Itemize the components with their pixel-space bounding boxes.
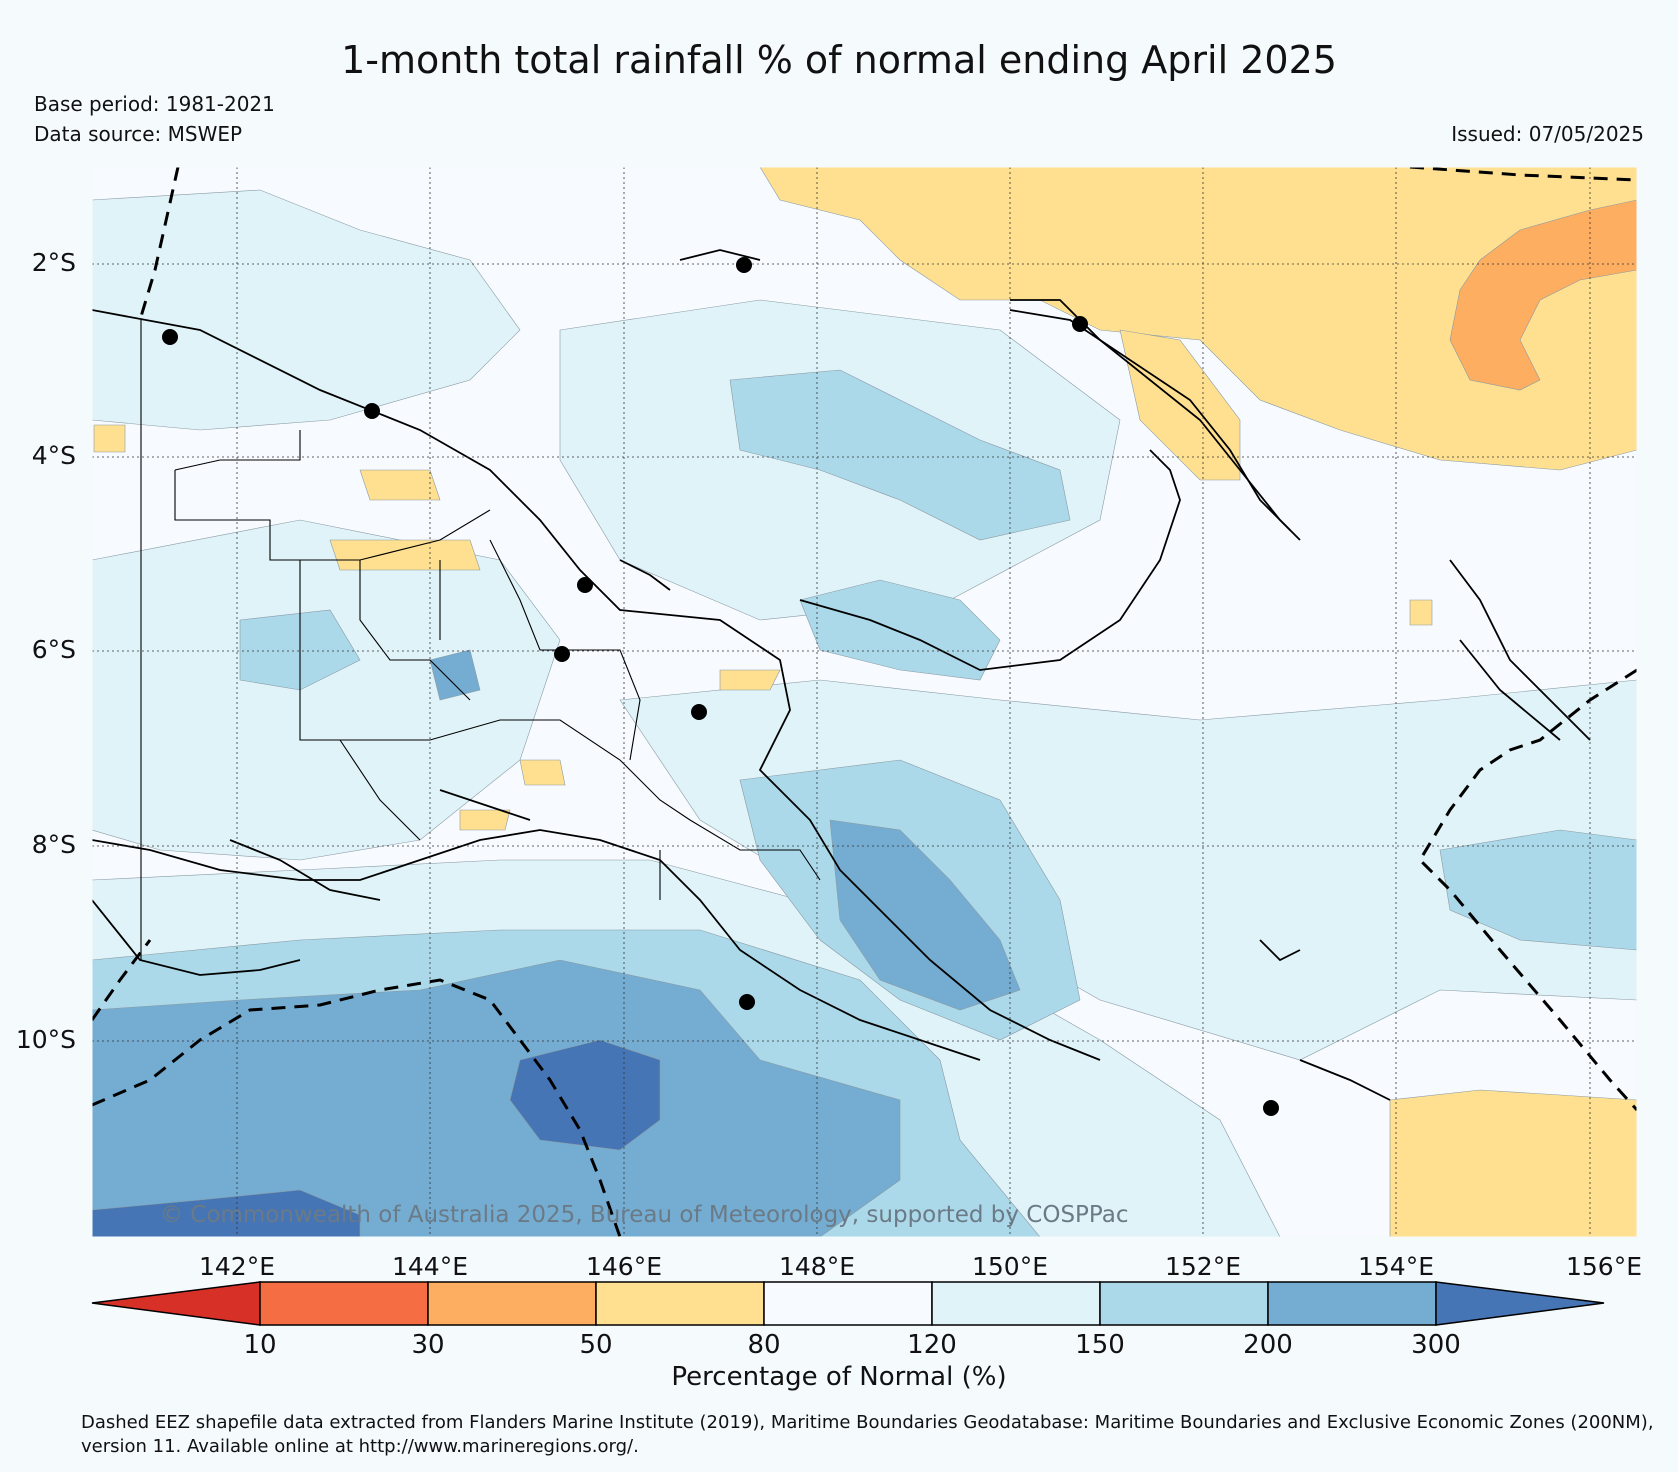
- lon-label: 152°E: [1164, 1252, 1242, 1281]
- city-marker: [554, 646, 570, 662]
- above-normal-200-300-regions: [92, 649, 1021, 1237]
- lat-label: 8°S: [31, 830, 76, 859]
- base-period: Base period: 1981-2021: [34, 92, 275, 116]
- colorbar-segment-below-10: [91, 1281, 261, 1326]
- colorbar-label: Percentage of Normal (%): [671, 1362, 1007, 1392]
- map-title: 1-month total rainfall % of normal endin…: [341, 38, 1337, 82]
- city-marker: [364, 403, 380, 419]
- city-marker: [577, 577, 593, 593]
- colorbar-segment-200-300: [1267, 1281, 1437, 1326]
- lon-label: 154°E: [1357, 1252, 1435, 1281]
- lon-label: 144°E: [391, 1252, 469, 1281]
- footnote: Dashed EEZ shapefile data extracted from…: [81, 1412, 1654, 1457]
- map-panel: [92, 167, 1637, 1237]
- colorbar-tick: 80: [747, 1330, 781, 1360]
- colorbar-tick: 300: [1411, 1330, 1461, 1360]
- colorbar-tick: 30: [411, 1330, 445, 1360]
- lon-label: 148°E: [778, 1252, 856, 1281]
- colorbar-tick: 200: [1243, 1330, 1293, 1360]
- lon-label: 146°E: [585, 1252, 663, 1281]
- city-marker: [162, 329, 178, 345]
- city-marker: [691, 704, 707, 720]
- city-marker: [739, 994, 755, 1010]
- coastlines: [92, 249, 1591, 1101]
- below-normal-50-80-regions: [93, 167, 1637, 1237]
- copyright-notice: © Commonwealth of Australia 2025, Bureau…: [160, 1202, 1129, 1228]
- lat-label: 2°S: [31, 248, 76, 277]
- city-marker: [1072, 316, 1088, 332]
- colorbar-tick: 150: [1075, 1330, 1125, 1360]
- colorbar-segment-50-80: [595, 1281, 765, 1326]
- city-marker: [1263, 1100, 1279, 1116]
- city-marker: [736, 257, 752, 273]
- colorbar-segment-150-200: [1099, 1281, 1269, 1326]
- colorbar-segment-above-300: [1435, 1281, 1605, 1326]
- colorbar-tick: 120: [907, 1330, 957, 1360]
- admin-borders: [140, 320, 821, 960]
- colorbar: [91, 1281, 1605, 1326]
- above-normal-over-300-regions: [92, 1039, 661, 1237]
- colorbar-segment-30-50: [427, 1281, 597, 1326]
- graticule: [92, 167, 1637, 1237]
- colorbar-tick: 50: [579, 1330, 613, 1360]
- lat-label: 4°S: [31, 441, 76, 470]
- issued-date: Issued: 07/05/2025: [1451, 122, 1644, 146]
- colorbar-segment-120-150: [931, 1281, 1101, 1326]
- lat-label: 6°S: [31, 635, 76, 664]
- map-frame: [91, 166, 1638, 1238]
- colorbar-tick: 10: [243, 1330, 277, 1360]
- colorbar-segment-10-30: [259, 1281, 429, 1326]
- eez-boundaries: [92, 167, 1637, 1237]
- city-markers: [162, 257, 1279, 1116]
- lat-label: 10°S: [15, 1025, 76, 1054]
- colorbar-segment-80-120: [763, 1281, 933, 1326]
- data-source: Data source: MSWEP: [34, 122, 243, 146]
- lon-label: 150°E: [971, 1252, 1049, 1281]
- lon-label: 156°E: [1565, 1252, 1643, 1281]
- lon-label: 142°E: [198, 1252, 276, 1281]
